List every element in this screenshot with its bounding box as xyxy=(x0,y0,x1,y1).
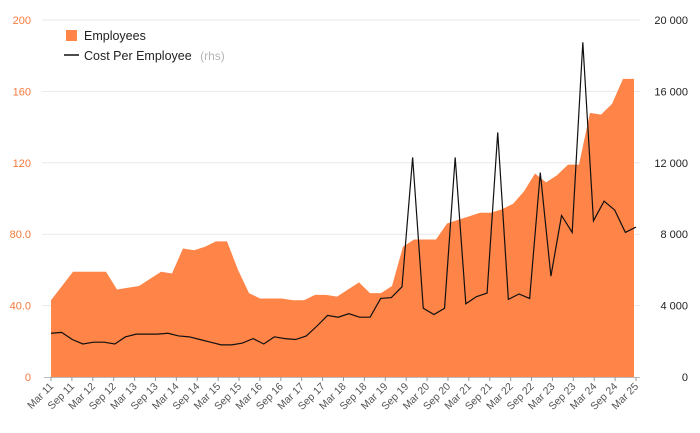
cost-line-layer xyxy=(50,42,637,346)
left-axis-tick-label: 120 xyxy=(13,158,31,170)
legend-label-employees: Employees xyxy=(84,29,146,43)
right-axis-tick-label: 12 000 xyxy=(654,158,688,170)
legend-label-cost-suffix: (rhs) xyxy=(200,49,225,63)
right-axis-tick-label: 8 000 xyxy=(660,229,688,241)
employees-area-layer xyxy=(51,78,634,377)
right-axis-tick-label: 16 000 xyxy=(654,86,688,98)
legend-swatch-employees xyxy=(66,30,77,41)
legend: Employees Cost Per Employee (rhs) xyxy=(64,29,225,64)
employees-area xyxy=(51,78,634,377)
left-axis-tick-label: 40.0 xyxy=(10,301,31,313)
legend-label-cost-name: Cost Per Employee xyxy=(84,49,192,63)
right-axis-tick-label: 4 000 xyxy=(660,301,688,313)
right-axis-tick-label: 0 xyxy=(682,372,688,384)
legend-label-cost: Cost Per Employee (rhs) xyxy=(84,47,225,64)
left-axis-tick-label: 0 xyxy=(25,372,31,384)
right-axis-tick-label: 20 000 xyxy=(654,15,688,27)
right-y-axis: 0 4 000 8 000 12 000 16 000 20 000 xyxy=(654,15,688,384)
left-axis-tick-label: 200 xyxy=(13,15,31,27)
left-axis-tick-label: 160 xyxy=(13,86,31,98)
left-y-axis: 0 40.0 80.0 120 160 200 xyxy=(10,15,31,384)
cost-per-employee-line xyxy=(50,42,637,346)
left-axis-tick-label: 80.0 xyxy=(10,229,31,241)
